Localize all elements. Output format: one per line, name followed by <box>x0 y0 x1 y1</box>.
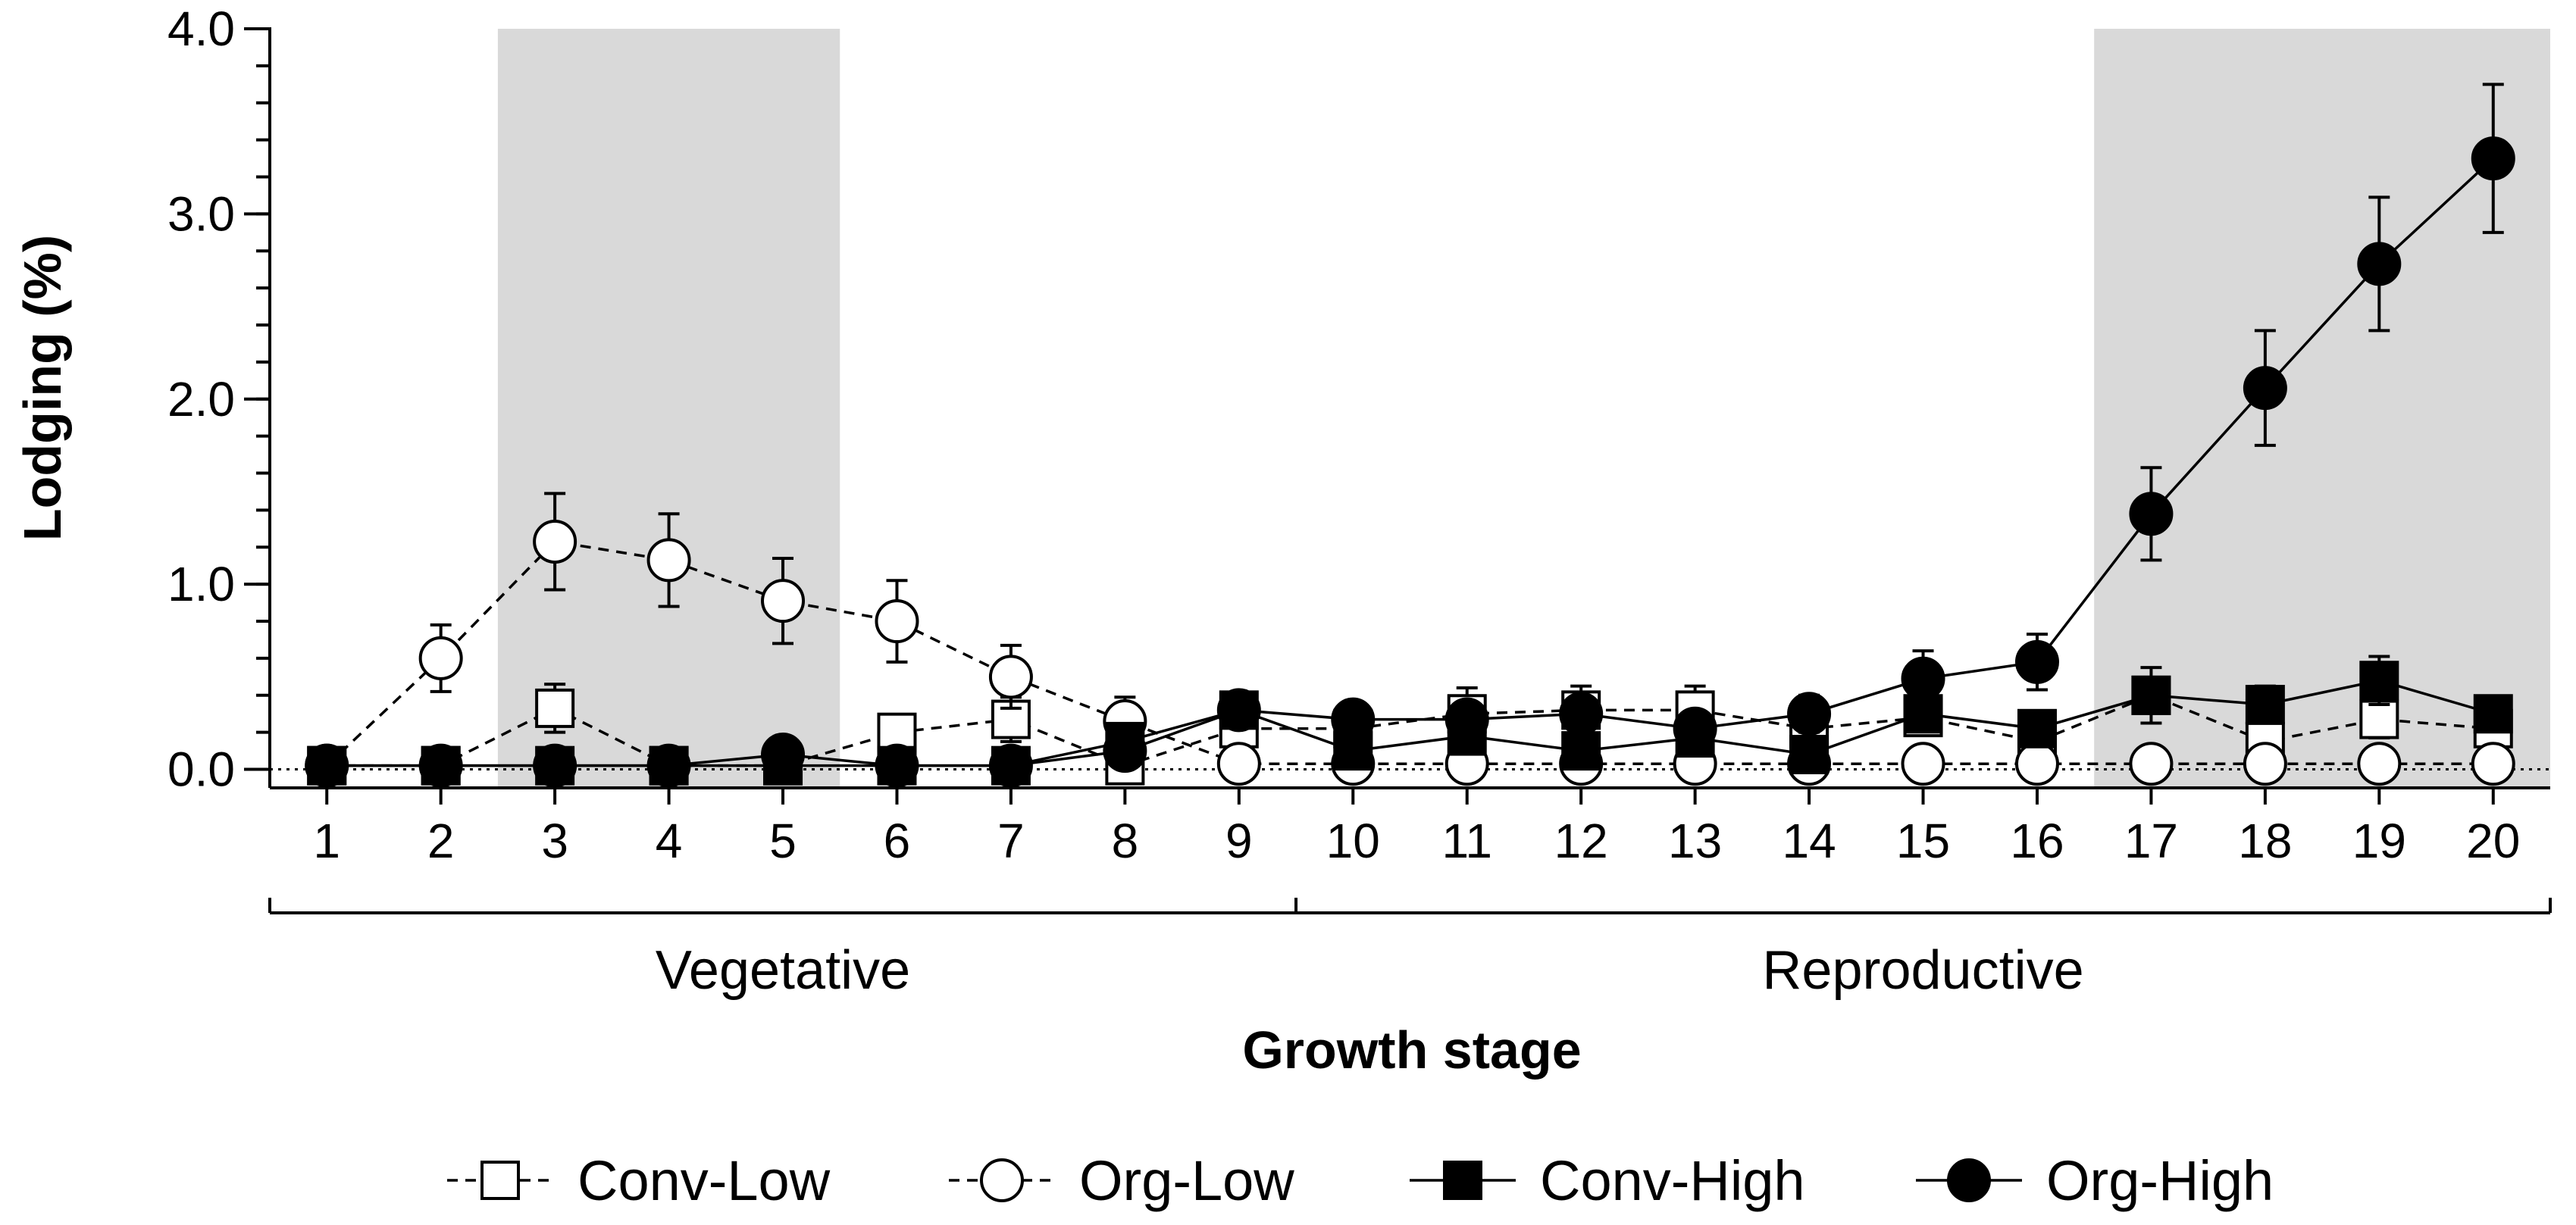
legend-marker <box>1947 1158 1991 1202</box>
data-point <box>2473 694 2513 734</box>
x-tick-label: 1 <box>313 814 340 868</box>
x-tick-label: 12 <box>1554 814 1608 868</box>
y-tick-label: 1.0 <box>167 557 235 611</box>
x-axis-title: Growth stage <box>1242 1020 1581 1080</box>
data-point <box>2243 742 2287 786</box>
x-tick-label: 20 <box>2466 814 2520 868</box>
x-tick-label: 13 <box>1668 814 1722 868</box>
data-point <box>1559 692 1604 736</box>
data-point <box>1331 697 1376 742</box>
legend-label: Org-High <box>2046 1149 2274 1212</box>
data-point <box>2471 136 2515 181</box>
y-axis-title: Lodging (%) <box>13 235 72 541</box>
data-point <box>2014 639 2059 684</box>
data-point <box>875 743 919 788</box>
data-point <box>2471 742 2515 786</box>
x-tick-label: 6 <box>884 814 911 868</box>
legend-label: Conv-Low <box>577 1149 831 1212</box>
x-tick-label: 17 <box>2124 814 2178 868</box>
data-point <box>1103 729 1147 773</box>
data-point <box>418 743 463 788</box>
x-tick-label: 10 <box>1326 814 1380 868</box>
y-tick-label: 4.0 <box>167 2 235 56</box>
data-point <box>1901 742 1945 786</box>
legend-label: Org-Low <box>1079 1149 1294 1212</box>
x-tick-label: 14 <box>1782 814 1836 868</box>
data-point <box>2359 661 2399 701</box>
x-tick-label: 15 <box>1896 814 1950 868</box>
data-point <box>533 743 577 788</box>
data-point <box>1901 656 1945 701</box>
x-tick-label: 8 <box>1112 814 1139 868</box>
series-group <box>305 83 2515 788</box>
data-point <box>418 636 463 680</box>
x-tick-label: 3 <box>541 814 568 868</box>
data-point <box>2017 708 2057 748</box>
data-point <box>2243 366 2287 411</box>
data-point <box>988 743 1033 788</box>
legend-item-conv-low: Conv-Low <box>447 1149 831 1212</box>
data-point <box>533 519 577 564</box>
legend-label: Conv-High <box>1540 1149 1805 1212</box>
x-tick-label: 16 <box>2010 814 2064 868</box>
phase-label-vegetative: Vegetative <box>656 940 910 1001</box>
data-point <box>2245 685 2285 725</box>
series-org-high <box>305 83 2515 788</box>
legend-marker <box>480 1161 520 1200</box>
y-tick-label: 0.0 <box>167 742 235 797</box>
data-point <box>305 743 349 788</box>
data-point <box>2359 699 2399 739</box>
data-point <box>646 538 691 583</box>
data-point <box>646 743 691 788</box>
data-point <box>2014 742 2059 786</box>
data-point <box>988 655 1033 699</box>
x-tick-label: 5 <box>769 814 797 868</box>
x-tick-label: 11 <box>1442 814 1492 868</box>
data-point <box>2357 242 2402 286</box>
shaded-regions <box>497 29 2550 788</box>
legend-marker <box>1443 1161 1482 1200</box>
x-tick-label: 2 <box>427 814 455 868</box>
data-point <box>1445 697 1489 742</box>
data-point <box>1561 731 1601 771</box>
data-point <box>761 733 806 777</box>
data-point <box>535 688 575 728</box>
data-point <box>761 579 806 623</box>
x-tick-label: 18 <box>2238 814 2292 868</box>
shaded-range-1 <box>497 29 840 788</box>
data-point <box>1787 692 1832 736</box>
data-point <box>2357 742 2402 786</box>
x-tick-label: 9 <box>1225 814 1253 868</box>
axes: 0.01.02.03.04.01 2 3 4 5 6 7 8 9 10 11 12 13 14 15 16 17… <box>167 2 2550 868</box>
y-tick-label: 2.0 <box>167 372 235 427</box>
phase-brackets: Vegetative Reproductive <box>268 898 2552 1001</box>
data-point <box>1216 742 1261 786</box>
data-point <box>2131 675 2171 715</box>
data-point <box>1673 706 1717 751</box>
data-point <box>875 599 919 644</box>
legend-item-org-low: Org-Low <box>949 1149 1294 1212</box>
legend-item-conv-high: Conv-High <box>1410 1149 1805 1212</box>
legend-item-org-high: Org-High <box>1916 1149 2274 1212</box>
data-point <box>1216 688 1261 733</box>
x-tick-label: 7 <box>997 814 1025 868</box>
data-point <box>2129 492 2174 536</box>
data-point <box>1789 735 1829 775</box>
y-tick-label: 3.0 <box>167 186 235 241</box>
legend: Conv-Low Org-Low Conv-High Org-High <box>447 1149 2274 1212</box>
phase-label-reproductive: Reproductive <box>1762 940 2083 1001</box>
data-point <box>2129 742 2174 786</box>
x-tick-label: 19 <box>2352 814 2406 868</box>
x-tick-label: 4 <box>656 814 683 868</box>
legend-marker <box>980 1158 1024 1202</box>
